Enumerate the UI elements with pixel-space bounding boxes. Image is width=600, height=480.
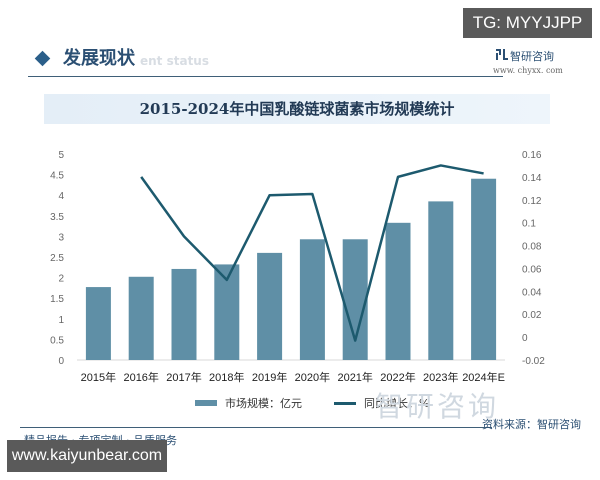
left-axis-tick: 0.5 xyxy=(50,335,64,346)
brand-watermark: 智研咨询 xyxy=(375,390,500,423)
x-axis-label: 2023年 xyxy=(423,370,458,384)
left-axis-tick: 4 xyxy=(58,191,64,202)
left-axis-tick: 1 xyxy=(58,315,64,326)
right-axis-tick: -0.02 xyxy=(522,356,545,367)
section-title: 发展现状 xyxy=(63,48,135,69)
bar xyxy=(471,178,497,360)
x-axis-label: 2015年 xyxy=(81,370,116,384)
brand-name: 智研咨询 xyxy=(510,50,554,63)
x-axis-label: 2020年 xyxy=(295,370,330,384)
x-axis-label: 2022年 xyxy=(380,370,415,384)
tg-watermark: TG: MYYJJPP xyxy=(463,8,592,38)
chart-title: 2015-2024年中国乳酸链球菌素市场规模统计 xyxy=(139,100,455,118)
left-axis-tick: 4.5 xyxy=(50,171,64,182)
left-axis-tick: 2 xyxy=(58,274,64,285)
bar xyxy=(257,252,283,360)
legend-line-swatch xyxy=(334,401,356,405)
chart-area: 0 0.5 1 1.5 2 2.5 3 3.5 4 4.5 5 -0.02 0 0.02 0.04 0.06 0… xyxy=(50,150,545,384)
right-axis-tick: 0 xyxy=(522,333,528,344)
right-axis-tick: 0.1 xyxy=(522,219,536,230)
section-subtitle: ent status xyxy=(140,54,209,68)
left-axis-tick: 1.5 xyxy=(50,294,64,305)
legend-bar-swatch xyxy=(195,400,217,406)
right-axis-tick: 0.14 xyxy=(522,173,542,184)
right-axis-tick: 0.16 xyxy=(522,150,542,161)
data-source: 资料来源：智研咨询 xyxy=(482,418,581,431)
bar xyxy=(171,268,197,360)
legend-bar-label: 市场规模：亿元 xyxy=(225,397,302,410)
brand-logo-icon xyxy=(496,49,508,60)
x-axis-label: 2016年 xyxy=(123,370,158,384)
legend-line-label: 同比增长：% xyxy=(364,397,430,410)
brand-url: www. chyxx. com xyxy=(493,66,563,75)
bar xyxy=(385,222,411,360)
footer-divider xyxy=(20,427,492,428)
chart-title-background xyxy=(44,94,550,124)
right-axis-tick: 0.04 xyxy=(522,287,542,298)
x-axis-label: 2019年 xyxy=(252,370,287,384)
right-axis-tick: 0.12 xyxy=(522,196,542,207)
right-axis-tick: 0.02 xyxy=(522,310,542,321)
diamond-icon xyxy=(34,50,51,67)
bar xyxy=(85,287,111,360)
bar xyxy=(299,239,325,360)
left-axis-tick: 2.5 xyxy=(50,253,64,264)
x-axis-label: 2018年 xyxy=(209,370,244,384)
x-axis-label: 2024年E xyxy=(462,370,505,384)
x-axis-label: 2021年 xyxy=(337,370,372,384)
bar xyxy=(428,201,454,360)
url-watermark: www.kaiyunbear.com xyxy=(7,440,167,472)
bar xyxy=(342,239,368,360)
bar xyxy=(128,276,154,360)
left-axis-tick: 3.5 xyxy=(50,212,64,223)
left-axis-tick: 0 xyxy=(58,356,64,367)
right-axis-tick: 0.08 xyxy=(522,242,542,253)
header-divider xyxy=(28,76,503,77)
left-axis-tick: 3 xyxy=(58,232,64,243)
growth-line xyxy=(140,164,484,342)
left-axis-tick: 5 xyxy=(58,150,64,161)
x-axis-label: 2017年 xyxy=(166,370,201,384)
chart-legend: 市场规模：亿元 同比增长：% xyxy=(195,395,429,411)
right-axis-tick: 0.06 xyxy=(522,264,542,275)
